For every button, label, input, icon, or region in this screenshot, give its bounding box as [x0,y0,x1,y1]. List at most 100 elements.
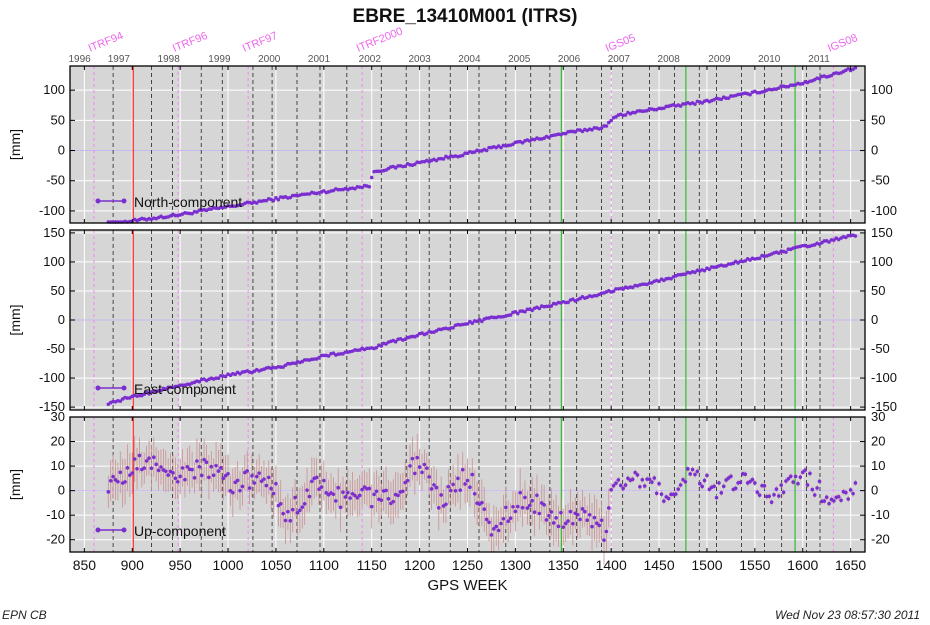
data-point [319,485,324,489]
legend-marker [121,385,127,391]
reference-frame-label: ITRF96 [171,30,210,55]
data-point [650,480,654,484]
legend-marker [95,385,101,391]
year-label: 1998 [158,54,181,65]
data-point [173,476,178,481]
y-tick-label-right: 0 [871,312,878,327]
year-label: 2002 [359,54,382,65]
data-point [743,472,748,476]
legend-label: East-component [134,381,236,397]
data-point [638,484,642,489]
data-point [702,268,707,273]
year-label: 1997 [108,54,131,65]
data-point [154,462,159,467]
data-point [815,486,819,490]
data-point [144,459,149,463]
data-point [470,472,475,477]
y-tick-label: 0 [58,483,65,498]
year-label: 2004 [458,54,481,65]
data-point [788,474,793,479]
data-point [446,484,451,489]
data-point [551,521,556,525]
data-point [432,483,436,487]
data-point [578,517,582,522]
data-point [803,468,807,472]
data-point [695,469,700,474]
data-point [460,153,465,158]
data-point [465,478,470,483]
data-point [693,270,697,275]
data-point [652,476,657,480]
data-point [774,487,779,491]
data-point [738,480,743,485]
x-tick-label: 1600 [787,557,818,573]
data-point [776,251,781,255]
y-tick-label-right: -100 [871,370,897,385]
data-point [630,285,635,290]
data-point [214,463,218,468]
data-point [678,483,683,487]
data-point [707,267,712,272]
data-point [317,487,321,491]
x-axis-label: GPS WEEK [427,577,507,594]
data-point [386,497,391,501]
data-point [357,493,362,498]
data-point [190,467,194,472]
data-point [314,475,319,480]
data-point [686,467,690,471]
data-point [839,498,843,503]
data-point [171,471,175,475]
data-point [118,399,123,403]
y-tick-label: -20 [46,532,65,547]
data-point [729,474,733,479]
data-point [482,507,487,512]
data-point [250,473,254,478]
x-tick-label: 1450 [643,557,674,573]
data-point [266,475,271,480]
data-point [523,495,527,500]
data-point [286,509,290,514]
data-point [216,376,221,381]
x-tick-label: 1250 [452,557,483,573]
data-point [523,309,527,314]
y-axis-label: [mm] [7,129,23,160]
data-point [659,492,664,496]
y-tick-label: 50 [51,112,65,127]
year-label: 2006 [558,54,581,65]
data-point [575,512,580,517]
data-point [113,478,118,482]
data-point [422,462,427,467]
data-point [817,479,822,484]
data-point [262,477,266,481]
data-point [702,478,707,483]
data-point [226,471,230,476]
data-point [829,73,834,78]
data-point [791,480,795,484]
y-tick-label: 30 [51,409,65,424]
data-point [824,495,829,500]
y-tick-label-right: 30 [871,409,885,424]
data-point [719,491,724,495]
data-point [700,484,704,489]
data-point [633,470,637,475]
x-tick-label: 1150 [357,557,387,573]
data-point [848,488,853,492]
data-point [159,388,163,393]
data-point [530,308,534,313]
data-point [563,521,568,526]
data-point [317,355,321,360]
data-point [580,507,585,511]
data-point [487,520,491,525]
data-point [851,491,855,496]
data-point [336,485,340,490]
data-point [515,311,520,316]
data-point [360,487,364,492]
data-point [384,488,388,493]
data-point [853,481,858,485]
data-point [604,124,609,128]
data-point [288,518,293,523]
legend-marker [95,527,101,533]
data-point [254,474,259,479]
data-point [492,527,496,531]
